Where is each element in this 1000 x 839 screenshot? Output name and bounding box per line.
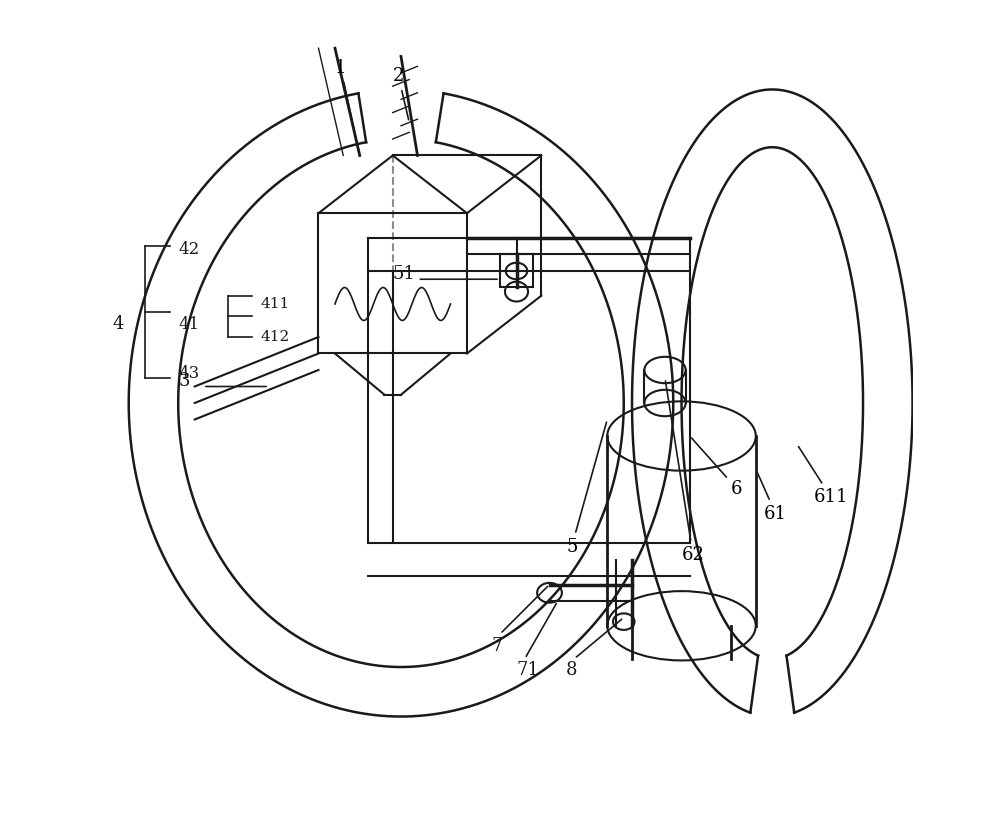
Text: 4: 4 <box>112 315 124 333</box>
Text: 51: 51 <box>393 265 416 284</box>
Text: 61: 61 <box>757 472 787 523</box>
Text: 62: 62 <box>665 381 704 564</box>
Text: 5: 5 <box>566 422 607 555</box>
Text: 71: 71 <box>517 661 539 680</box>
Text: 2: 2 <box>393 67 409 120</box>
Text: 411: 411 <box>261 297 290 311</box>
Text: 7: 7 <box>492 637 503 654</box>
Text: 412: 412 <box>261 330 290 344</box>
Text: 6: 6 <box>692 438 743 498</box>
Text: 42: 42 <box>178 242 199 258</box>
Bar <box>500 254 533 288</box>
Text: 611: 611 <box>799 446 848 506</box>
Text: 43: 43 <box>178 365 199 383</box>
Text: 41: 41 <box>178 315 199 333</box>
Text: 8: 8 <box>566 661 578 680</box>
Text: 1: 1 <box>335 59 359 153</box>
Text: 3: 3 <box>178 373 190 390</box>
